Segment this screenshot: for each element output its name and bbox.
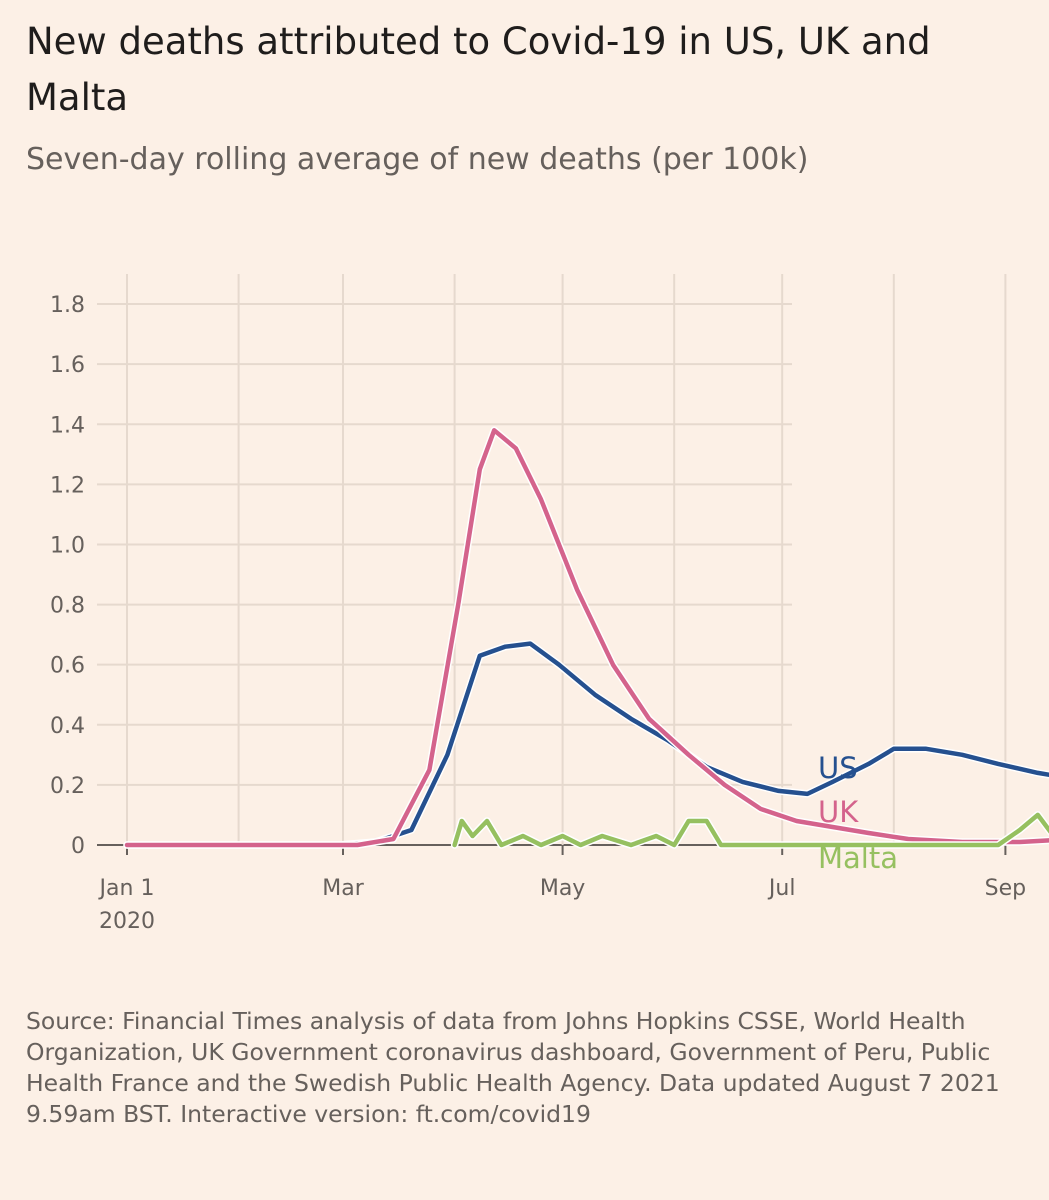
x-tick-label: Sep [985, 876, 1026, 901]
legend-label-us: US [818, 751, 858, 785]
x-tick-label: May [540, 876, 585, 901]
y-tick-label: 1.2 [50, 473, 85, 498]
y-tick-label: 0.6 [50, 654, 85, 679]
chart-title: New deaths attributed to Covid-19 in US,… [26, 20, 931, 119]
x-tick-label: Mar [322, 876, 364, 901]
chart-subtitle: Seven-day rolling average of new deaths … [26, 142, 809, 177]
series-lines [123, 426, 1049, 849]
y-tick-label: 1.6 [50, 353, 85, 378]
series-line-outline-malta [450, 811, 1049, 849]
series-line-outline-uk [123, 426, 1049, 849]
source-note: Source: Financial Times analysis of data… [26, 1007, 1000, 1128]
y-tick-label: 1.8 [50, 293, 85, 318]
x-tick-label: Jan 1 [98, 876, 155, 901]
series-line-us [124, 641, 1049, 848]
x-tick-label: Jul [767, 876, 796, 901]
legend: US UK Malta [818, 751, 898, 875]
series-line-malta [452, 812, 1049, 848]
series-line-uk [124, 428, 1049, 848]
y-tick-label: 0.4 [50, 714, 85, 739]
axes: 0 0.2 0.4 0.6 0.8 1.0 1.2 1.4 1.6 1.8 Jan 1 2020 Mar… [50, 293, 1026, 934]
y-tick-label: 1.4 [50, 413, 85, 438]
gridlines [97, 274, 1007, 846]
y-tick-label: 0.2 [50, 774, 85, 799]
legend-label-malta: Malta [818, 841, 898, 875]
y-tick-label: 1.0 [50, 533, 85, 558]
y-tick-label: 0.8 [50, 594, 85, 619]
line-chart: 0 0.2 0.4 0.6 0.8 1.0 1.2 1.4 1.6 1.8 Jan 1 2020 Mar… [50, 274, 1049, 934]
legend-label-uk: UK [818, 795, 859, 829]
y-tick-label: 0 [71, 834, 85, 859]
x-tick-year-label: 2020 [99, 909, 155, 934]
